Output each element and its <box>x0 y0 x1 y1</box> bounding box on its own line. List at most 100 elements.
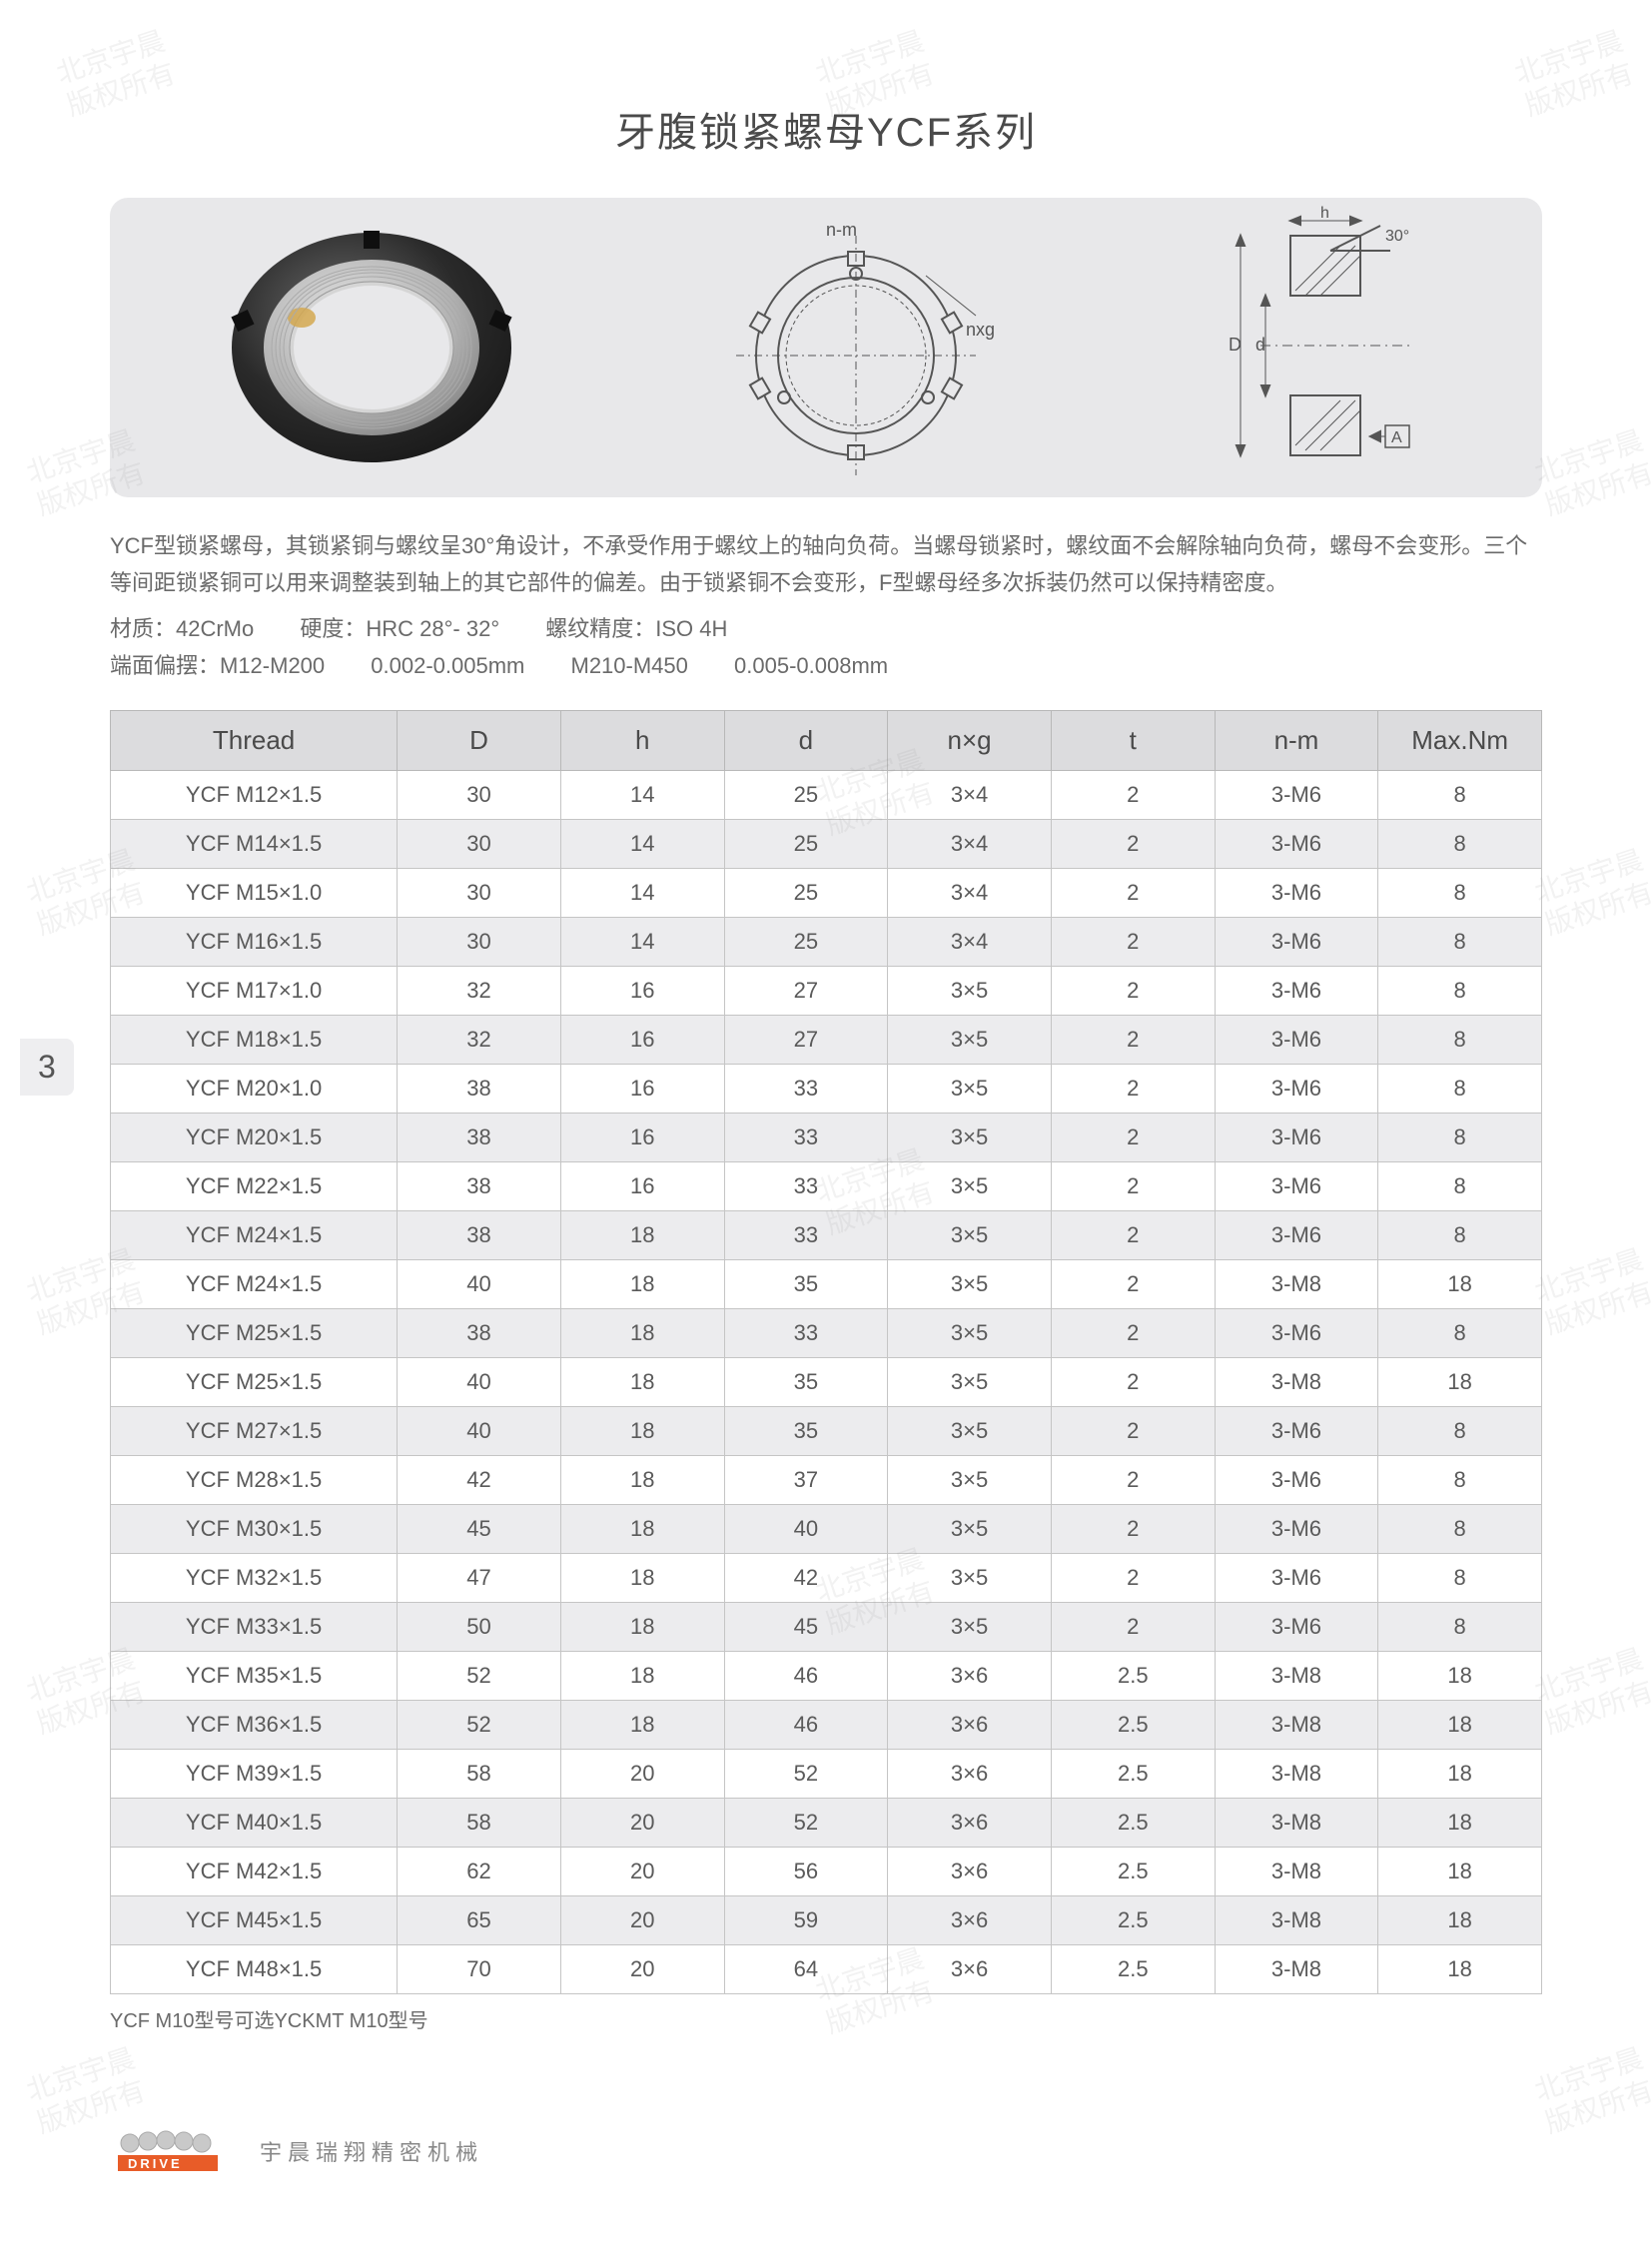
table-cell: 2 <box>1051 1553 1215 1602</box>
table-cell: 40 <box>398 1357 561 1406</box>
page-title: 牙腹锁紧螺母YCF系列 <box>110 100 1542 158</box>
table-cell: 3×5 <box>888 1064 1052 1113</box>
table-cell: 3-M6 <box>1215 966 1378 1015</box>
table-cell: 2 <box>1051 966 1215 1015</box>
table-cell: 42 <box>724 1553 888 1602</box>
table-cell: 18 <box>560 1357 724 1406</box>
table-cell: YCF M30×1.5 <box>111 1504 398 1553</box>
table-cell: 2.5 <box>1051 1944 1215 1993</box>
table-cell: 3×5 <box>888 1161 1052 1210</box>
table-cell: 70 <box>398 1944 561 1993</box>
table-cell: 35 <box>724 1357 888 1406</box>
table-cell: 25 <box>724 917 888 966</box>
table-header: h <box>560 710 724 770</box>
table-header: Max.Nm <box>1378 710 1542 770</box>
spec-thread: 螺纹精度：ISO 4H <box>545 616 727 641</box>
table-cell: YCF M25×1.5 <box>111 1357 398 1406</box>
table-row: YCF M33×1.55018453×523-M68 <box>111 1602 1542 1651</box>
svg-text:A: A <box>1391 429 1402 446</box>
table-row: YCF M22×1.53816333×523-M68 <box>111 1161 1542 1210</box>
table-row: YCF M40×1.55820523×62.53-M818 <box>111 1798 1542 1847</box>
table-cell: 33 <box>724 1064 888 1113</box>
table-row: YCF M42×1.56220563×62.53-M818 <box>111 1847 1542 1895</box>
watermark: 北京宇晨版权所有 <box>1530 1242 1652 1341</box>
table-cell: 3×5 <box>888 1455 1052 1504</box>
table-row: YCF M45×1.56520593×62.53-M818 <box>111 1895 1542 1944</box>
table-header: n×g <box>888 710 1052 770</box>
table-cell: 30 <box>398 770 561 819</box>
table-cell: 20 <box>560 1847 724 1895</box>
table-cell: 14 <box>560 917 724 966</box>
table-cell: YCF M45×1.5 <box>111 1895 398 1944</box>
svg-text:D: D <box>1229 335 1241 355</box>
table-cell: 16 <box>560 1161 724 1210</box>
table-cell: 8 <box>1378 1504 1542 1553</box>
page-number: 3 <box>20 1039 74 1096</box>
table-row: YCF M17×1.03216273×523-M68 <box>111 966 1542 1015</box>
table-cell: 3×6 <box>888 1700 1052 1749</box>
table-header: t <box>1051 710 1215 770</box>
table-cell: 8 <box>1378 1308 1542 1357</box>
table-cell: 3×4 <box>888 868 1052 917</box>
label-nm: n-m <box>826 220 857 240</box>
table-row: YCF M12×1.53014253×423-M68 <box>111 770 1542 819</box>
table-cell: 38 <box>398 1064 561 1113</box>
table-cell: 18 <box>1378 1259 1542 1308</box>
table-cell: 8 <box>1378 1602 1542 1651</box>
table-cell: 8 <box>1378 1113 1542 1161</box>
footer-company: 宇晨瑞翔精密机械 <box>260 2135 483 2167</box>
spec-material: 材质：42CrMo <box>110 616 254 641</box>
table-cell: 2.5 <box>1051 1700 1215 1749</box>
table-cell: 27 <box>724 1015 888 1064</box>
table-header: n-m <box>1215 710 1378 770</box>
spec-runout-2: 0.005-0.008mm <box>734 653 888 678</box>
table-cell: 3×6 <box>888 1798 1052 1847</box>
table-cell: YCF M39×1.5 <box>111 1749 398 1798</box>
table-header: Thread <box>111 710 398 770</box>
table-cell: 3×6 <box>888 1895 1052 1944</box>
table-cell: 3×6 <box>888 1651 1052 1700</box>
svg-text:DRIVE: DRIVE <box>128 2156 183 2171</box>
spec-line-2: 端面偏摆：M12-M200 0.002-0.005mm M210-M450 0.… <box>110 647 1542 684</box>
table-cell: 3×5 <box>888 1113 1052 1161</box>
table-cell: 3×5 <box>888 1308 1052 1357</box>
table-cell: 14 <box>560 770 724 819</box>
table-cell: YCF M28×1.5 <box>111 1455 398 1504</box>
table-cell: 30 <box>398 819 561 868</box>
table-row: YCF M16×1.53014253×423-M68 <box>111 917 1542 966</box>
table-cell: 3-M6 <box>1215 1308 1378 1357</box>
table-cell: 33 <box>724 1210 888 1259</box>
diagram-panel: n-m nxg <box>110 198 1542 497</box>
table-cell: 64 <box>724 1944 888 1993</box>
table-cell: 2 <box>1051 1406 1215 1455</box>
table-row: YCF M28×1.54218373×523-M68 <box>111 1455 1542 1504</box>
table-cell: YCF M48×1.5 <box>111 1944 398 1993</box>
table-cell: 65 <box>398 1895 561 1944</box>
table-cell: 25 <box>724 770 888 819</box>
table-cell: 2 <box>1051 1602 1215 1651</box>
label-nxg: nxg <box>966 320 995 340</box>
table-cell: 8 <box>1378 1064 1542 1113</box>
table-cell: 3-M8 <box>1215 1847 1378 1895</box>
table-cell: 3-M6 <box>1215 917 1378 966</box>
table-row: YCF M20×1.03816333×523-M68 <box>111 1064 1542 1113</box>
table-cell: 3-M6 <box>1215 819 1378 868</box>
table-cell: 8 <box>1378 917 1542 966</box>
table-cell: 35 <box>724 1406 888 1455</box>
table-cell: 3×6 <box>888 1944 1052 1993</box>
table-cell: 3×6 <box>888 1749 1052 1798</box>
table-row: YCF M32×1.54718423×523-M68 <box>111 1553 1542 1602</box>
table-cell: 2.5 <box>1051 1895 1215 1944</box>
table-cell: 18 <box>560 1308 724 1357</box>
table-cell: 8 <box>1378 1015 1542 1064</box>
table-cell: 8 <box>1378 1161 1542 1210</box>
table-cell: YCF M16×1.5 <box>111 917 398 966</box>
table-cell: 52 <box>724 1798 888 1847</box>
table-cell: 2 <box>1051 1259 1215 1308</box>
table-cell: 8 <box>1378 770 1542 819</box>
footer: DRIVE 宇晨瑞翔精密机械 <box>110 2121 483 2181</box>
table-row: YCF M25×1.54018353×523-M818 <box>111 1357 1542 1406</box>
table-row: YCF M14×1.53014253×423-M68 <box>111 819 1542 868</box>
table-cell: YCF M33×1.5 <box>111 1602 398 1651</box>
table-row: YCF M24×1.53818333×523-M68 <box>111 1210 1542 1259</box>
